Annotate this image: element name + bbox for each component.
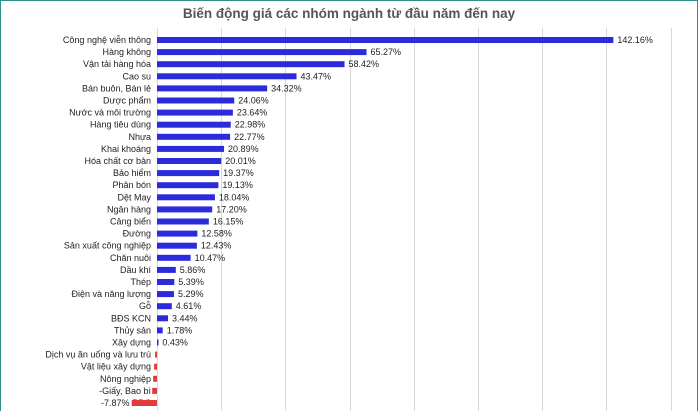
value-label: 65.27%	[371, 47, 402, 57]
category-label: Dầu khí	[120, 265, 152, 275]
category-label: Hóa chất cơ bản	[85, 156, 151, 166]
bar	[157, 266, 176, 273]
category-label: Nước và môi trường	[69, 108, 151, 118]
value-label: 23.64%	[237, 108, 268, 118]
category-label: Nhựa	[128, 132, 151, 142]
category-label: Bảo hiểm	[113, 168, 151, 178]
value-label: 20.89%	[228, 144, 259, 154]
bar	[157, 182, 219, 189]
bar	[157, 37, 614, 43]
bar	[152, 387, 157, 394]
bar	[157, 85, 268, 92]
bar	[157, 49, 367, 56]
bar	[157, 339, 159, 346]
category-label: Sản xuất công nghiệp	[64, 241, 151, 251]
value-label: 4.61%	[176, 301, 202, 311]
bar	[157, 73, 297, 80]
category-label: Vật liệu xây dựng	[81, 362, 151, 372]
value-label: 17.20%	[216, 204, 247, 214]
value-label: 43.47%	[301, 71, 332, 81]
bar	[157, 145, 225, 152]
value-label: 19.37%	[223, 168, 254, 178]
bar	[157, 158, 222, 164]
category-label: Bán buôn, Bán lẻ	[82, 83, 151, 93]
value-label: 22.77%	[234, 132, 265, 142]
bar	[157, 279, 175, 285]
bar	[157, 61, 345, 68]
category-label: Dược phẩm	[103, 96, 151, 106]
bar	[157, 121, 231, 128]
bar	[157, 97, 235, 104]
value-label: 5.86%	[180, 265, 206, 275]
bar	[157, 170, 220, 177]
value-label: 22.98%	[235, 120, 266, 130]
bar	[154, 363, 157, 370]
chart-title: Biến động giá các nhóm ngành từ đầu năm …	[182, 6, 516, 21]
bar	[157, 291, 174, 298]
value-label: 19.13%	[222, 180, 253, 190]
category-label: -Giấy, Bao bì	[99, 386, 151, 396]
category-label: Khai khoáng	[101, 144, 151, 154]
value-label: -7.87%	[101, 398, 130, 408]
bar	[155, 351, 157, 358]
bar	[157, 303, 172, 310]
category-label: Công nghệ viễn thông	[63, 35, 151, 45]
category-label: Chăn nuôi	[110, 253, 151, 263]
bar	[157, 315, 169, 322]
bar	[157, 254, 191, 261]
bar	[157, 327, 163, 334]
value-label: 20.01%	[225, 156, 256, 166]
category-label: Điện và năng lượng	[72, 289, 151, 299]
category-label: Dịch vụ ăn uống và lưu trú	[45, 350, 151, 360]
bar	[157, 194, 215, 201]
bar	[131, 400, 157, 406]
value-label: 5.29%	[178, 289, 204, 299]
category-label: BĐS KCN	[111, 313, 151, 323]
value-label: 1.78%	[167, 325, 193, 335]
category-label: Xây dựng	[112, 338, 151, 348]
category-label: Hàng tiêu dùng	[90, 120, 151, 130]
category-label: Đường	[123, 229, 151, 239]
value-label: 0.43%	[162, 338, 188, 348]
category-label: Dệt May	[117, 192, 151, 202]
category-label: Nông nghiệp	[100, 374, 151, 384]
value-label: 142.16%	[617, 35, 653, 45]
bar	[157, 242, 197, 249]
bar	[157, 109, 233, 116]
value-label: 5.39%	[178, 277, 204, 287]
category-label: Thép	[130, 277, 151, 287]
value-label: 34.32%	[271, 83, 302, 93]
value-label: 18.04%	[219, 192, 250, 202]
bar	[153, 375, 157, 382]
category-label: Thủy sản	[114, 325, 151, 335]
category-label: Cảng biển	[110, 217, 151, 227]
category-label: Phân bón	[112, 180, 151, 190]
category-label: Vận tải hàng hóa	[83, 59, 151, 69]
value-label: 12.58%	[201, 229, 232, 239]
value-label: 24.06%	[238, 96, 269, 106]
bar	[157, 206, 213, 213]
bar	[157, 218, 209, 225]
value-label: 16.15%	[213, 217, 244, 227]
category-label: Cao su	[122, 71, 151, 81]
category-label: Gỗ	[139, 301, 151, 311]
value-label: 12.43%	[201, 241, 232, 251]
category-label: Ngân hàng	[107, 204, 151, 214]
value-label: 58.42%	[349, 59, 380, 69]
bar	[157, 230, 198, 237]
value-label: 10.47%	[195, 253, 226, 263]
bar	[157, 133, 231, 140]
category-label: Hàng không	[102, 47, 151, 57]
value-label: 3.44%	[172, 313, 198, 323]
